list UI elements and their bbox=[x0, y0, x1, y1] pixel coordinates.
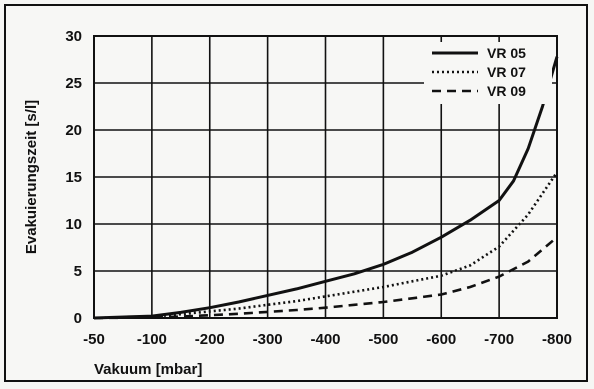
y-tick-label: 25 bbox=[65, 75, 82, 92]
y-tick-label: 5 bbox=[74, 263, 82, 280]
x-tick-label: -500 bbox=[368, 331, 398, 348]
y-tick-label: 30 bbox=[65, 28, 82, 45]
legend-label: VR 07 bbox=[487, 64, 526, 80]
x-tick-label: -50 bbox=[83, 331, 105, 348]
y-tick-label: 20 bbox=[65, 122, 82, 139]
x-tick-label: -600 bbox=[426, 331, 456, 348]
x-tick-label: -400 bbox=[310, 331, 340, 348]
legend: VR 05 VR 07 VR 09 bbox=[424, 42, 552, 104]
y-ticks: 0 5 10 15 20 25 30 bbox=[65, 28, 82, 327]
legend-label: VR 09 bbox=[487, 83, 526, 99]
x-axis-label: Vakuum [mbar] bbox=[94, 361, 202, 378]
x-tick-label: -200 bbox=[195, 331, 225, 348]
series-line-vr-07 bbox=[93, 171, 559, 320]
y-axis-label: Evakuierungszeit [s/l] bbox=[23, 100, 40, 254]
series-line-vr-09 bbox=[93, 236, 558, 320]
y-tick-label: 10 bbox=[65, 216, 82, 233]
series-line-vr-05 bbox=[93, 56, 559, 320]
y-tick-label: 0 bbox=[74, 310, 82, 327]
y-tick-label: 15 bbox=[65, 169, 82, 186]
legend-label: VR 05 bbox=[487, 45, 526, 61]
x-tick-label: -100 bbox=[137, 331, 167, 348]
x-ticks: -50 -100 -200 -300 -400 -500 -600 -700 -800 bbox=[83, 331, 572, 348]
x-tick-label: -800 bbox=[542, 331, 572, 348]
plot-area-border bbox=[93, 35, 558, 319]
x-tick-label: -300 bbox=[253, 331, 283, 348]
x-tick-label: -700 bbox=[484, 331, 514, 348]
series-lines bbox=[93, 56, 559, 320]
